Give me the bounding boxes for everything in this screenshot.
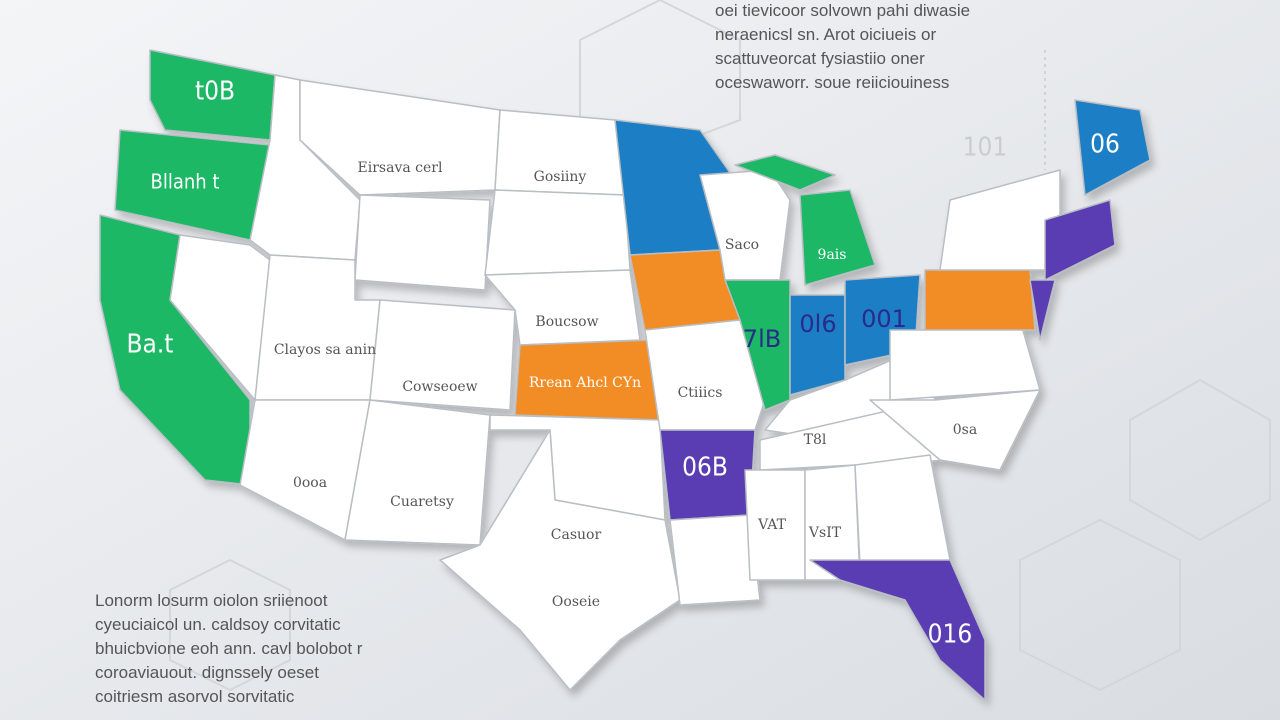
state [724, 279, 791, 411]
state [734, 154, 836, 191]
state [889, 319, 1041, 401]
state-label: Casuor [551, 527, 602, 543]
state-label: Saco [725, 237, 759, 253]
state-labels: t0B Bllanh t Ba.t Eirsava cerl Gosiiny B… [127, 77, 1120, 650]
state [869, 389, 1041, 471]
state [299, 79, 501, 196]
paragraph-line: coitriesm asorvol sorvitatic [95, 687, 295, 706]
state-label: VsIT [808, 525, 842, 541]
state-label: Gosiiny [534, 169, 587, 185]
state [924, 269, 1036, 331]
state-label: 06B [682, 453, 728, 483]
state [1044, 199, 1116, 281]
state-label: 0ooa [293, 475, 327, 491]
paragraph-line: oceswaworr. soue reiiciouiness [715, 73, 949, 92]
state-label: 101 [963, 133, 1008, 163]
state [669, 514, 761, 606]
state [344, 399, 491, 546]
state-label: 016 [928, 620, 973, 650]
state [1074, 99, 1151, 196]
state-label: Clayos sa anin [274, 342, 376, 358]
state-label: Boucsow [535, 314, 598, 330]
state-label: t0B [195, 77, 235, 107]
state-label: 9ais [818, 247, 847, 263]
state [484, 189, 631, 276]
state [809, 559, 986, 701]
paragraph-line: neraenicsl sn. Arot oiciueis or [715, 25, 936, 44]
paragraph-line: coroaviauout. dignssely oeset [95, 663, 319, 682]
state-label: 7lB [743, 325, 781, 353]
paragraph-line: Lonorm losurm oiolon sriienoot [95, 591, 328, 610]
paragraph-line: scattuveorcat fysiastiio oner [715, 49, 925, 68]
state-label: 06 [1090, 130, 1120, 160]
state-label: Cuaretsy [390, 494, 454, 510]
state [149, 49, 276, 141]
state-label: Bllanh t [151, 170, 220, 194]
state [369, 299, 516, 411]
state-label: T8l [804, 432, 827, 448]
state [799, 189, 876, 286]
state [439, 429, 681, 691]
state-label: Ctiiics [678, 385, 723, 401]
footer-text: Lonorm losurm oiolon sriienoot cyeuciaic… [95, 591, 363, 706]
us-map [99, 49, 1151, 701]
state-label: 0sa [953, 422, 977, 438]
state-label: Rrean Ahcl CYn [529, 375, 641, 391]
paragraph-line: cyeuciaicol un. caldsoy corvitatic [95, 615, 341, 634]
state-label: Eirsava cerl [358, 160, 443, 176]
state-label: Cowseoew [402, 379, 477, 395]
state-label: 001 [861, 305, 907, 333]
state [644, 319, 766, 431]
state-label: 0l6 [799, 310, 836, 338]
header-text: oei tievicoor solvown pahi diwasie nerae… [715, 1, 970, 92]
state-label: Ooseie [552, 594, 600, 610]
state [354, 194, 491, 291]
paragraph-line: bhuicbvione eoh ann. cavl bolobot r [95, 639, 363, 658]
state-label: VAT [757, 517, 787, 533]
state [1029, 279, 1056, 341]
state-label: Ba.t [127, 330, 174, 360]
paragraph-line: oei tievicoor solvown pahi diwasie [715, 1, 970, 20]
